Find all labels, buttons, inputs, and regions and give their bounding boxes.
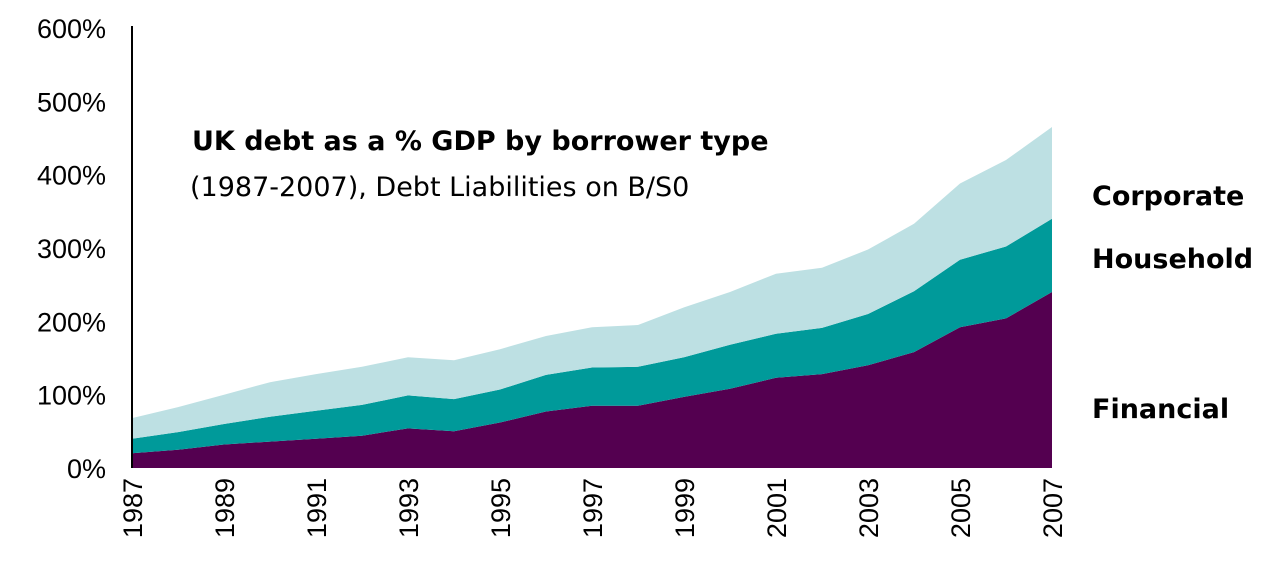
area-household [132,218,1052,454]
legend: Financial Household Corporate [1092,181,1253,425]
x-tick-label: 1987 [118,478,148,538]
chart-subtitle: (1987-2007), Debt Liabilities on B/S0 [190,172,689,203]
y-tick-label: 200% [37,307,106,337]
y-tick-label: 100% [37,381,106,411]
legend-financial: Financial [1092,394,1229,425]
y-tick-label: 300% [37,234,106,264]
y-tick-label: 400% [37,161,106,191]
x-tick-label: 2007 [1038,478,1068,538]
x-tick-label: 1995 [486,478,516,538]
x-tick-label: 2005 [946,478,976,538]
y-tick-label: 600% [37,14,106,44]
legend-household: Household [1092,244,1253,275]
x-tick-label: 1993 [394,478,424,538]
y-tick-label: 0% [67,454,106,484]
y-tick-labels: 0% 100% 200% 300% 400% 500% 600% [37,14,106,484]
x-tick-label: 1999 [670,478,700,538]
x-tick-label: 1991 [302,478,332,538]
x-tick-label: 1989 [210,478,240,538]
chart-title: UK debt as a % GDP by borrower type [192,126,769,157]
area-financial [132,292,1052,468]
x-tick-label: 2001 [762,478,792,538]
x-tick-label: 2003 [854,478,884,538]
area-layers [132,127,1052,468]
legend-corporate: Corporate [1092,181,1244,212]
x-tick-labels: 1987 1989 1991 1993 1995 1997 1999 2001 2003 2005… [118,478,1068,538]
y-tick-label: 500% [37,87,106,117]
area-corporate [132,127,1052,439]
x-tick-label: 1997 [578,478,608,538]
